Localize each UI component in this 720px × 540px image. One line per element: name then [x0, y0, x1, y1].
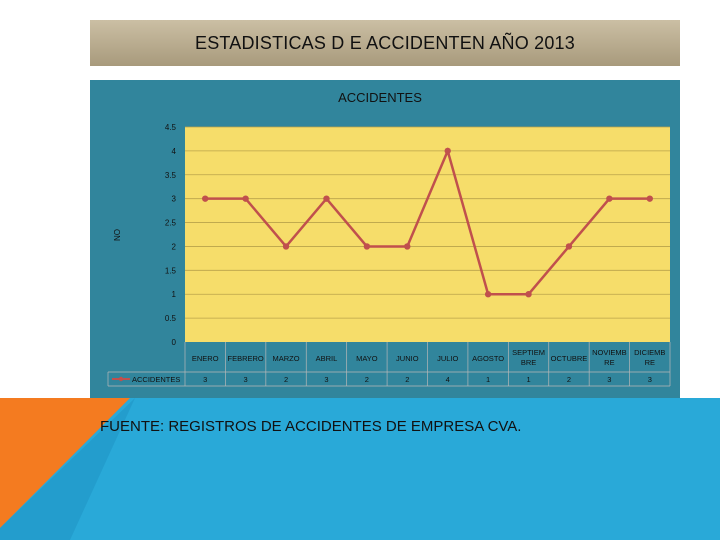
data-table-value: 4 — [446, 375, 450, 384]
data-point — [363, 243, 371, 250]
y-tick-label: 2.5 — [165, 219, 177, 228]
legend-label: ACCIDENTES — [132, 375, 180, 384]
data-point — [282, 243, 290, 250]
y-tick-label: 1 — [172, 290, 177, 299]
y-tick-label: 0 — [172, 338, 177, 347]
data-table-value: 3 — [203, 375, 207, 384]
y-tick-label: 0.5 — [165, 314, 177, 323]
data-table-value: 1 — [526, 375, 530, 384]
data-table-value: 3 — [324, 375, 328, 384]
data-point — [404, 243, 411, 250]
data-point — [565, 243, 573, 250]
accidents-line-chart: ACCIDENTES 0 0.5 1 1.5 2 2.5 3 3.5 4 4.5 NO ENERO FEB… — [107, 90, 671, 387]
data-table-value: 2 — [365, 375, 369, 384]
x-category-label: NOVIEMB — [592, 348, 627, 357]
x-category-label: ABRIL — [316, 354, 338, 363]
data-table-value: 2 — [405, 375, 409, 384]
data-point — [525, 291, 532, 298]
x-category-label: RE — [604, 358, 614, 367]
x-category-label: JULIO — [437, 354, 458, 363]
data-point — [484, 291, 492, 298]
x-category-label: RE — [645, 358, 655, 367]
data-table-value: 3 — [244, 375, 248, 384]
data-point — [606, 195, 613, 202]
x-category-label: SEPTIEM — [512, 348, 545, 357]
chart-title: ACCIDENTES — [338, 90, 422, 105]
x-category-label: AGOSTO — [472, 354, 504, 363]
data-table-value: 2 — [567, 375, 571, 384]
data-point — [323, 195, 330, 202]
source-note: FUENTE: REGISTROS DE ACCIDENTES DE EMPRE… — [100, 418, 522, 435]
data-point — [444, 147, 451, 155]
x-category-label: MAYO — [356, 354, 378, 363]
data-table-value: 2 — [284, 375, 288, 384]
slide-title: ESTADISTICAS D E ACCIDENTEN AÑO 2013 — [195, 32, 575, 53]
x-category-label: JUNIO — [396, 354, 419, 363]
y-tick-label: 4 — [172, 147, 177, 156]
chart-container: ACCIDENTES 0 0.5 1 1.5 2 2.5 3 3.5 4 4.5 NO ENERO FEB… — [90, 80, 680, 398]
y-tick-label: 1.5 — [165, 266, 177, 275]
data-point — [242, 195, 249, 202]
y-tick-label: 3 — [172, 195, 177, 204]
data-table-value: 3 — [648, 375, 652, 384]
y-tick-label: 4.5 — [165, 123, 177, 132]
y-axis-label: NO — [113, 229, 122, 241]
x-category-label: DICIEMB — [634, 348, 665, 357]
x-category-label: FEBRERO — [227, 354, 263, 363]
title-band: ESTADISTICAS D E ACCIDENTEN AÑO 2013 — [90, 20, 680, 66]
series-line-accidentes — [205, 147, 650, 296]
x-category-label: ENERO — [192, 354, 219, 363]
data-table-value: 1 — [486, 375, 490, 384]
y-tick-label: 3.5 — [165, 171, 177, 180]
data-table-value: 3 — [607, 375, 611, 384]
plot-area — [185, 127, 670, 342]
data-point — [202, 195, 209, 202]
y-tick-label: 2 — [172, 242, 177, 251]
legend-marker — [118, 376, 124, 382]
data-point — [646, 195, 653, 202]
x-category-label: BRE — [521, 358, 536, 367]
x-category-label: MARZO — [272, 354, 299, 363]
x-category-label: OCTUBRE — [551, 354, 588, 363]
